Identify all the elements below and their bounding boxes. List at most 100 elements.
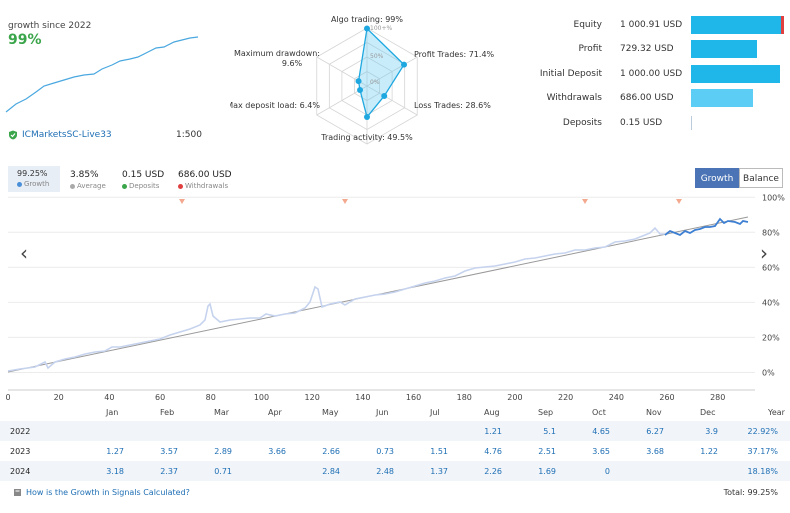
stat-bar bbox=[691, 16, 784, 34]
month-cell[interactable]: 1.27 bbox=[106, 447, 124, 456]
month-header: Aug bbox=[484, 408, 500, 417]
stat-equity: Equity 1 000.91 USD bbox=[540, 16, 790, 34]
year-cell: 2024 bbox=[10, 467, 31, 476]
radar-label-load: Max deposit load: 6.4% bbox=[230, 101, 320, 110]
withdrawal-marker[interactable] bbox=[342, 199, 348, 204]
legend-growth-value: 99.25% bbox=[17, 169, 48, 178]
month-cell[interactable]: 2.48 bbox=[376, 467, 394, 476]
month-cell[interactable]: 1.21 bbox=[484, 427, 502, 436]
x-tick-label: 280 bbox=[710, 393, 725, 402]
y-tick-label: 40% bbox=[762, 298, 780, 307]
month-cell[interactable]: 0 bbox=[604, 467, 610, 476]
stat-withdrawals: Withdrawals 686.00 USD bbox=[540, 89, 790, 107]
tab-growth[interactable]: Growth bbox=[695, 168, 739, 188]
stat-bar bbox=[691, 89, 753, 107]
stat-bar bbox=[691, 40, 757, 58]
month-cell[interactable]: 2.84 bbox=[322, 467, 340, 476]
withdrawal-marker[interactable] bbox=[179, 199, 185, 204]
stat-deposits: Deposits 0.15 USD bbox=[540, 114, 790, 132]
x-tick-label: 40 bbox=[104, 393, 114, 402]
legend-average-value: 3.85% bbox=[70, 170, 99, 180]
chart-next-arrow-icon[interactable]: › bbox=[760, 241, 768, 265]
radar-point[interactable] bbox=[401, 61, 408, 68]
growth-calc-link[interactable]: How is the Growth in Signals Calculated? bbox=[26, 488, 190, 497]
radar-point[interactable] bbox=[364, 114, 370, 121]
withdrawal-marker[interactable] bbox=[676, 199, 682, 204]
month-cell[interactable]: 3.57 bbox=[160, 447, 178, 456]
month-cell[interactable]: 1.37 bbox=[430, 467, 448, 476]
radar-label-activity: Trading activity: 49.5% bbox=[320, 133, 413, 142]
legend-average[interactable]: 3.85% Average bbox=[70, 170, 106, 190]
table-row: 2022 1.21 5.1 4.65 6.27 3.9 22.92% bbox=[0, 421, 790, 441]
month-cell[interactable]: 0.73 bbox=[376, 447, 394, 456]
month-header: Sep bbox=[538, 408, 554, 417]
legend-deposits-dot bbox=[122, 183, 127, 189]
radar-ring-50: 50% bbox=[370, 53, 384, 60]
legend-withdrawals[interactable]: 686.00 USD Withdrawals bbox=[178, 170, 232, 190]
month-cell[interactable]: 1.51 bbox=[430, 447, 448, 456]
chart-prev-arrow-icon[interactable]: ‹ bbox=[20, 241, 28, 265]
stat-label: Deposits bbox=[562, 118, 602, 128]
radar-point[interactable] bbox=[381, 92, 388, 99]
broker-info: ICMarketsSC-Live33 bbox=[8, 130, 112, 140]
legend-deposits[interactable]: 0.15 USD Deposits bbox=[122, 170, 164, 190]
month-cell[interactable]: 3.66 bbox=[268, 447, 286, 456]
month-cell[interactable]: 2.37 bbox=[160, 467, 178, 476]
radar-point[interactable] bbox=[364, 25, 370, 32]
month-cell[interactable]: 2.26 bbox=[484, 467, 502, 476]
stat-profit: Profit 729.32 USD bbox=[540, 40, 790, 58]
month-header: Feb bbox=[160, 408, 175, 417]
x-tick-label: 100 bbox=[254, 393, 269, 402]
growth-series-dark bbox=[664, 217, 749, 237]
radar-point[interactable] bbox=[357, 87, 364, 94]
broker-link[interactable]: ICMarketsSC-Live33 bbox=[22, 130, 112, 140]
radar-label-drawdown-value: 9.6% bbox=[282, 59, 303, 68]
month-header: Dec bbox=[700, 408, 716, 417]
year-total-cell: 18.18% bbox=[747, 467, 778, 476]
year-total-cell: 22.92% bbox=[747, 427, 778, 436]
radar-chart: 100+% 50% 0% Algo trading: 99% Profit Tr… bbox=[230, 15, 495, 145]
legend-growth[interactable]: 99.25% Growth bbox=[8, 166, 60, 192]
month-cell[interactable]: 4.65 bbox=[592, 427, 610, 436]
stat-value: 0.15 USD bbox=[620, 118, 663, 128]
month-cell[interactable]: 3.65 bbox=[592, 447, 610, 456]
growth-chart: ‹ › 0 20 40 60 80 100 120 140 160 180 200 220 240 260… bbox=[5, 193, 785, 402]
y-tick-label: 100% bbox=[762, 193, 785, 202]
radar-point[interactable] bbox=[355, 78, 362, 85]
month-header: Apr bbox=[268, 408, 282, 417]
month-cell[interactable]: 2.89 bbox=[214, 447, 232, 456]
x-tick-label: 0 bbox=[5, 393, 10, 402]
month-cell[interactable]: 3.9 bbox=[705, 427, 718, 436]
month-cell[interactable]: 2.51 bbox=[538, 447, 556, 456]
stat-value: 1 000.91 USD bbox=[620, 20, 683, 30]
x-tick-label: 140 bbox=[355, 393, 370, 402]
month-cell[interactable]: 6.27 bbox=[646, 427, 664, 436]
month-cell[interactable]: 1.22 bbox=[700, 447, 718, 456]
stat-bar-cap bbox=[781, 16, 784, 34]
x-tick-label: 260 bbox=[659, 393, 674, 402]
table-header: Jan Feb Mar Apr May Jun Jul Aug Sep Oct Nov Dec Year bbox=[0, 402, 790, 422]
legend-withdrawals-label: Withdrawals bbox=[185, 182, 229, 190]
tab-balance[interactable]: Balance bbox=[739, 168, 783, 188]
y-tick-label: 20% bbox=[762, 333, 780, 342]
withdrawal-marker[interactable] bbox=[582, 199, 588, 204]
x-tick-label: 180 bbox=[457, 393, 472, 402]
stat-bar bbox=[691, 116, 692, 130]
verified-shield-icon bbox=[9, 130, 17, 140]
month-cell[interactable]: 2.66 bbox=[322, 447, 340, 456]
month-cell[interactable]: 3.18 bbox=[106, 467, 124, 476]
mini-growth-chart bbox=[5, 36, 199, 113]
radar-ring-100: 100+% bbox=[370, 25, 392, 32]
month-cell[interactable]: 0.71 bbox=[214, 467, 232, 476]
radar-label-profit: Profit Trades: 71.4% bbox=[414, 50, 495, 59]
month-cell[interactable]: 3.68 bbox=[646, 447, 664, 456]
x-tick-label: 60 bbox=[155, 393, 165, 402]
month-cell[interactable]: 5.1 bbox=[543, 427, 556, 436]
book-icon bbox=[14, 489, 21, 496]
month-cell[interactable]: 1.69 bbox=[538, 467, 556, 476]
month-header: May bbox=[322, 408, 339, 417]
month-cell[interactable]: 4.76 bbox=[484, 447, 502, 456]
growth-calc-help[interactable]: How is the Growth in Signals Calculated? bbox=[14, 488, 190, 497]
year-cell: 2023 bbox=[10, 447, 31, 456]
month-header: Mar bbox=[214, 408, 230, 417]
